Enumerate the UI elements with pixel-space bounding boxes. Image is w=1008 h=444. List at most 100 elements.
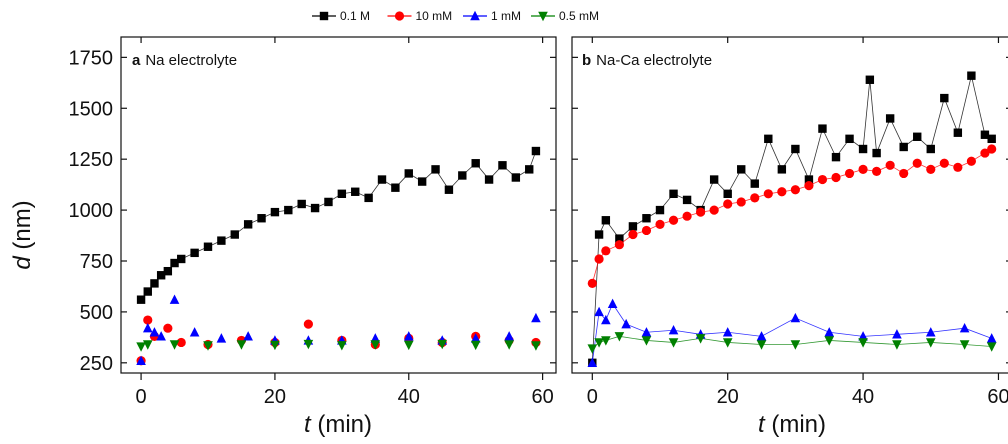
panel-b-plot-area [587,71,997,368]
data-point [303,339,314,350]
panel-b-yticks [572,56,1008,364]
data-point [203,341,213,351]
data-point [986,342,997,352]
data-point [170,258,179,268]
data-point [858,164,868,174]
data-point [303,319,313,329]
data-point [642,214,651,223]
panel-a-yticks: 250 500 750 1000 1250 1500 1750 [69,47,556,375]
data-point [858,144,868,154]
panel-a-ytick-label: 1500 [69,98,114,120]
data-point [594,230,604,239]
data-point [601,314,611,325]
data-point [939,158,949,168]
data-point [189,327,200,337]
y-axis-title: d (nm) [9,200,36,269]
data-point [156,271,166,280]
data-point [682,211,692,221]
data-point [899,168,909,179]
data-point [284,205,293,215]
data-point [594,306,604,317]
data-point [601,336,611,346]
data-point [587,278,597,288]
panel-a-xtick-label: 20 [264,386,286,408]
data-point [217,236,226,245]
legend: 0.1 M 10 mM 1 mM 0.5 mM [312,9,599,23]
legend-item: 10 mM [387,9,452,23]
data-point [858,338,868,348]
panel-a-ytick-label: 750 [80,251,113,273]
series-line [592,335,992,349]
data-point [763,189,773,199]
data-point [471,159,480,168]
data-point [601,216,611,225]
data-point [458,171,467,180]
panel-b-series-1-mm [587,298,997,368]
panel-a-letter: a [132,52,141,69]
panel-b-frame [571,36,1008,374]
data-point [723,189,732,198]
data-point [176,337,186,348]
data-point [790,340,801,350]
data-point [601,246,611,256]
panel-b-xtick-label: 60 [987,386,1008,408]
data-point [696,207,706,217]
data-point [370,340,381,350]
legend-label: 1 mM [491,9,521,23]
data-point [892,340,902,350]
data-point [722,327,733,337]
data-point [136,342,146,352]
data-point [953,162,963,172]
data-point [337,189,347,198]
data-point [817,174,828,185]
legend-marker [319,11,329,21]
panel-a-series-0-1-m [136,146,541,304]
data-point [391,183,400,192]
data-point [865,75,875,84]
data-point [750,179,759,188]
panel-a-ytick-label: 1750 [69,47,114,69]
data-point [885,114,895,123]
data-point [912,158,922,168]
data-point [925,327,936,337]
panel-a-ytick-label: 1250 [69,149,114,171]
data-point [892,329,902,339]
data-point [987,134,996,144]
data-point [504,340,514,350]
panel-a-ytick-label: 1000 [69,200,114,222]
data-point [885,160,895,170]
data-point [169,294,180,304]
data-point [525,165,534,174]
data-point [756,340,767,350]
data-point [337,341,347,351]
data-point [364,193,373,203]
data-point [143,315,153,325]
data-point [641,336,652,346]
data-point [959,340,970,350]
legend-item: 0.1 M [312,9,370,23]
data-point [377,175,387,184]
data-point [736,197,746,207]
legend-marker [394,11,405,21]
data-point [230,230,239,239]
legend-item: 1 mM [463,9,521,23]
data-point [709,205,719,215]
data-point [431,165,440,174]
panel-b-title: b Na-Ca electrolyte [582,52,712,69]
data-point [531,341,541,351]
data-point [858,331,868,341]
data-point [824,327,835,337]
panel-a-name: Na electrolyte [145,52,237,69]
data-point [641,225,652,236]
data-point [756,331,767,341]
data-point [143,287,152,296]
legend-label: 0.5 mM [559,9,599,23]
data-point [791,144,800,154]
data-point [709,175,719,184]
data-point [750,193,760,203]
panel-b-series-0-1-m [588,71,996,368]
data-point [668,215,679,225]
y-axis-title-unit: (nm) [9,200,36,256]
data-point [511,173,521,182]
panel-a-ytick-label: 250 [80,353,113,375]
